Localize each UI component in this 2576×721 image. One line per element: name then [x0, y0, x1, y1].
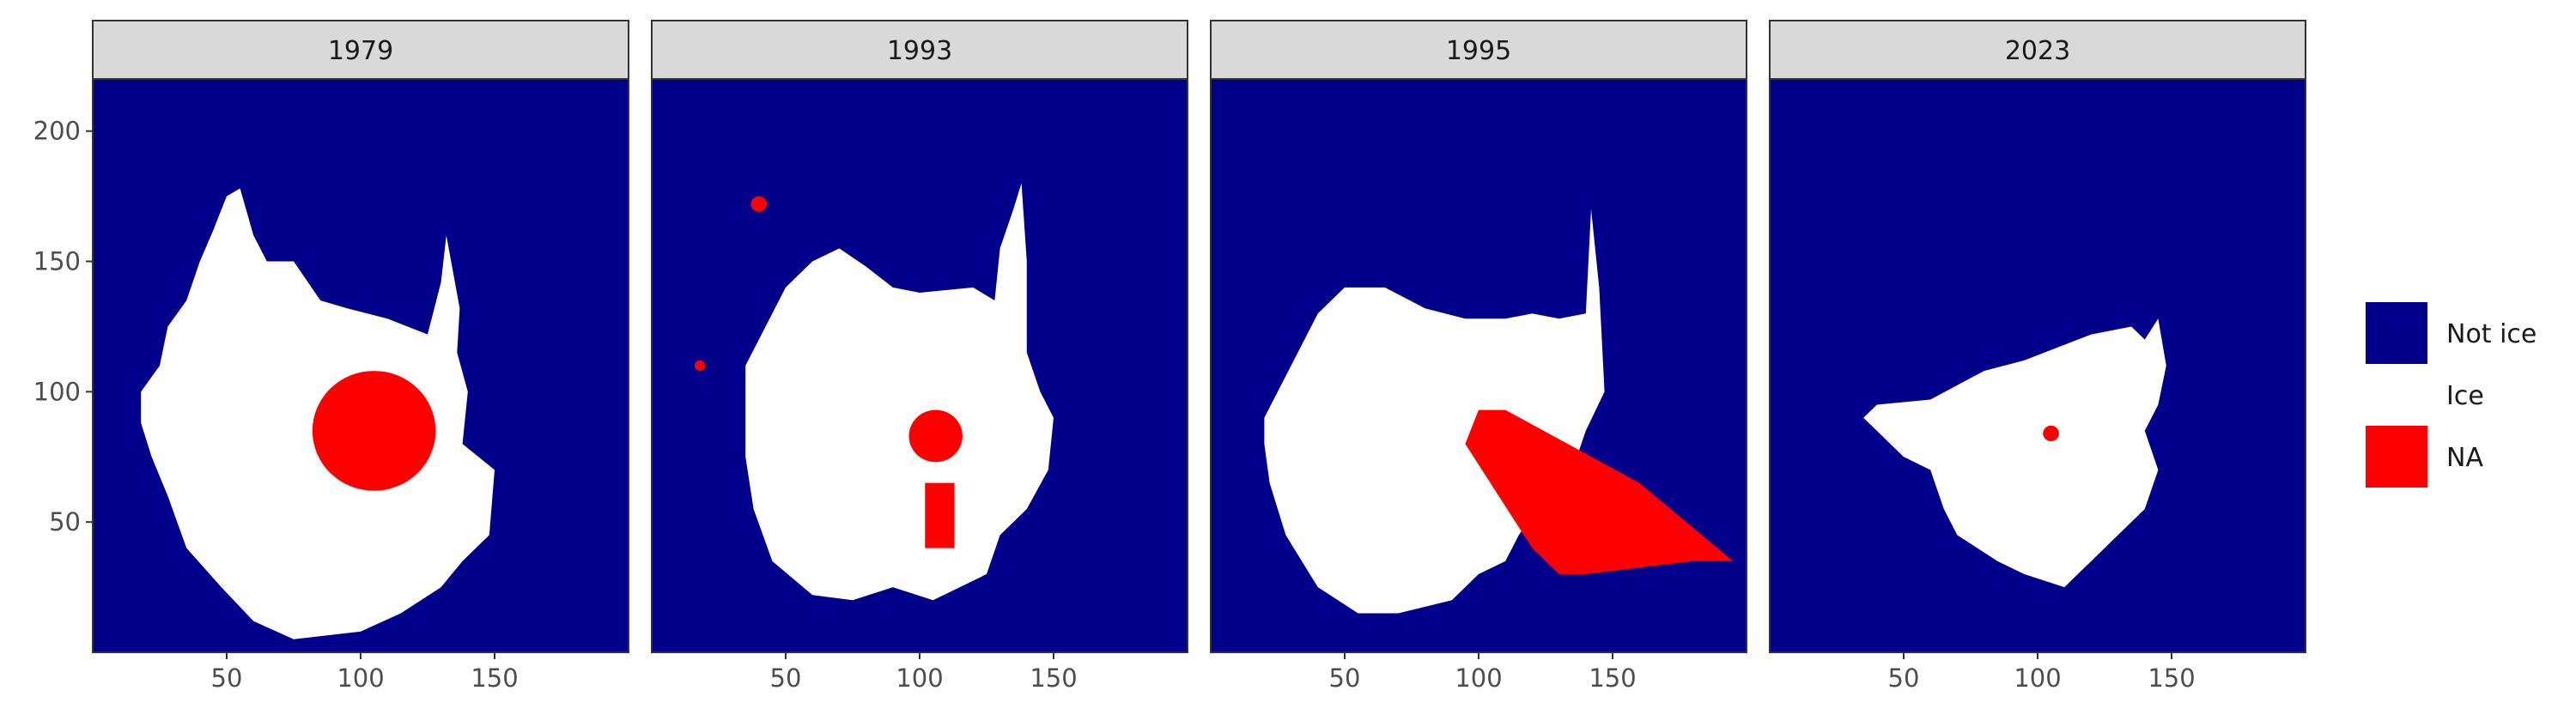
x-tick-label: 150	[2148, 663, 2195, 693]
na-region	[2043, 425, 2059, 442]
y-tick-label: 200	[33, 117, 81, 146]
y-tick-label: 100	[33, 377, 81, 406]
facet-strip-label: 1993	[887, 36, 952, 66]
na-region	[1465, 409, 1734, 574]
panel-layer-group	[694, 183, 1054, 601]
y-tick-label: 150	[33, 247, 81, 276]
x-tick-label: 150	[471, 663, 518, 693]
na-region	[694, 360, 706, 372]
panel-layer-group	[1264, 209, 1734, 614]
legend-key	[2366, 426, 2427, 488]
x-tick-label: 50	[770, 663, 802, 693]
ice-region	[1863, 318, 2166, 588]
panel-layer-group	[1863, 318, 2166, 588]
legend-label: NA	[2446, 443, 2483, 473]
na-region	[925, 482, 955, 548]
legend-key	[2366, 364, 2427, 426]
na-region	[908, 409, 963, 463]
x-tick-label: 50	[211, 663, 243, 693]
y-tick-label: 50	[49, 507, 81, 536]
facet-strip-label: 1995	[1446, 36, 1511, 66]
x-tick-label: 150	[1589, 663, 1636, 693]
x-tick-label: 100	[337, 663, 384, 693]
legend-label: Not ice	[2446, 319, 2537, 349]
x-tick-label: 100	[1455, 663, 1502, 693]
facet-strip-label: 1979	[328, 36, 393, 66]
facet-strip	[1210, 20, 1747, 80]
facet-strip	[1769, 20, 2306, 80]
x-tick-label: 50	[1888, 663, 1920, 693]
x-tick-label: 100	[2014, 663, 2061, 693]
ice-region	[745, 183, 1054, 601]
x-tick-label: 150	[1030, 663, 1077, 693]
panel-layer-group	[141, 188, 495, 639]
x-tick-label: 50	[1329, 663, 1361, 693]
x-tick-label: 100	[896, 663, 943, 693]
na-region	[312, 371, 436, 491]
facet-strip-label: 2023	[2005, 36, 2070, 66]
na-region	[750, 196, 768, 212]
legend-label: Ice	[2446, 381, 2484, 411]
facet-strip	[92, 20, 629, 80]
legend-key	[2366, 302, 2427, 364]
